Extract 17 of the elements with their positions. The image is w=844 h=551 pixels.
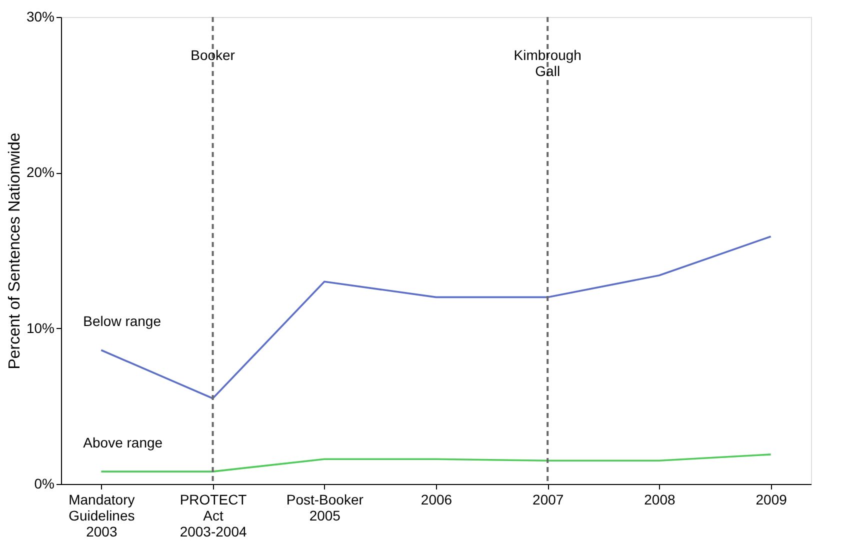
- x-tick-label: Mandatory Guidelines 2003: [68, 492, 135, 540]
- series-label: Below range: [83, 313, 162, 330]
- line-series: [100, 454, 772, 472]
- y-tick-label: 0%: [34, 476, 54, 492]
- y-tick-label: 20%: [26, 164, 54, 180]
- series-label: Above range: [83, 434, 163, 451]
- y-tick-label: 10%: [26, 320, 54, 336]
- y-tick-label: 30%: [26, 8, 54, 24]
- ref-line-label: Booker: [190, 47, 236, 63]
- y-axis-title: Percent of Sentences Nationwide: [6, 132, 24, 370]
- x-tick-label: PROTECT Act 2003-2004: [180, 492, 248, 540]
- x-tick-label: Post-Booker 2005: [286, 492, 364, 524]
- x-tick-label: 2007: [532, 492, 564, 508]
- ref-line-label: Kimbrough Gall: [514, 47, 582, 79]
- x-tick-label: 2008: [644, 492, 676, 508]
- x-tick-label: 2006: [420, 492, 452, 508]
- x-tick-label: 2009: [756, 492, 788, 508]
